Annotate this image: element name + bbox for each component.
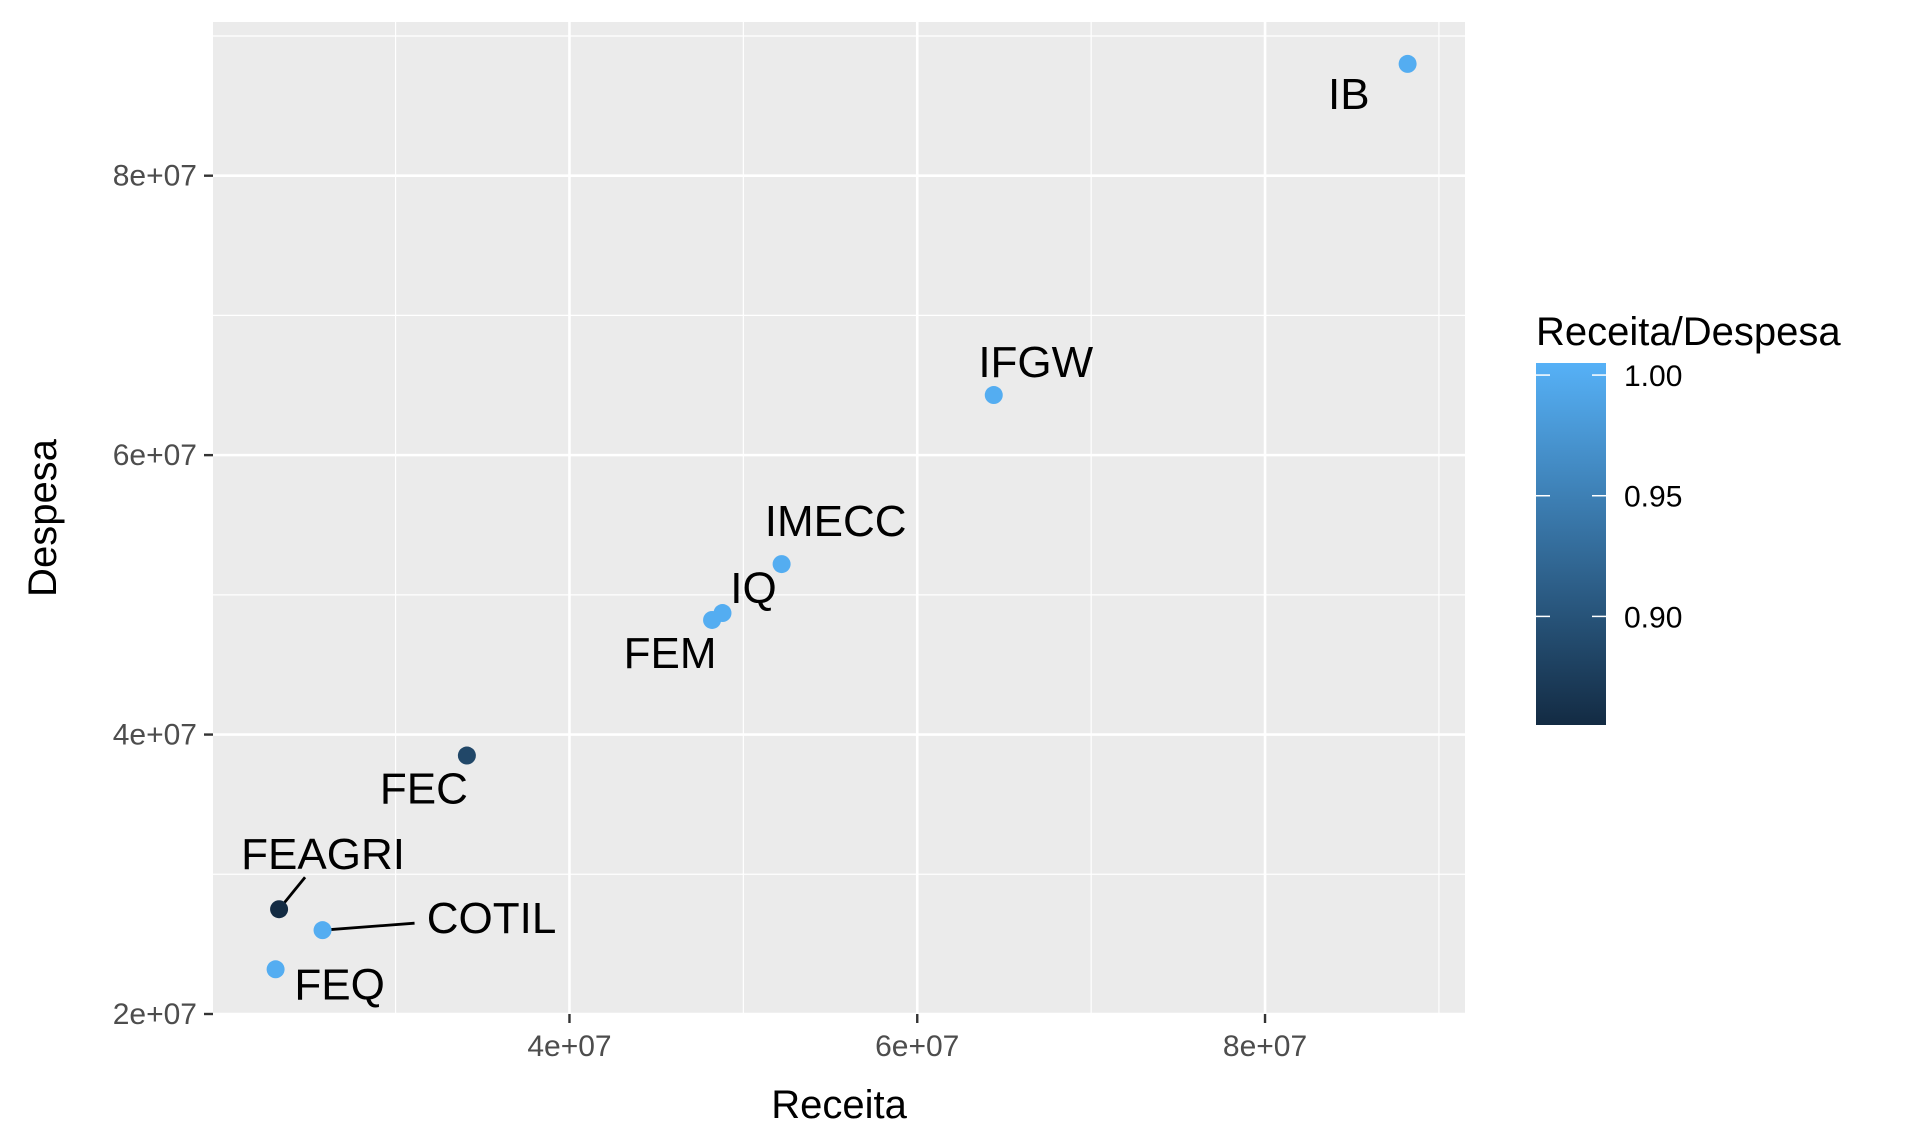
point-feq xyxy=(266,960,285,979)
point-cotil xyxy=(313,921,332,940)
grid-lines xyxy=(213,22,1465,1016)
point-label-feq: FEQ xyxy=(294,960,384,1009)
point-label-iq: IQ xyxy=(730,564,776,613)
legend-ticks: 0.90 0.95 1.00 xyxy=(1536,360,1682,634)
point-label-fem: FEM xyxy=(624,629,717,678)
leader-line-cotil xyxy=(322,921,415,932)
x-tick-label: 6e+07 xyxy=(875,1030,959,1063)
legend-title: Receita/Despesa xyxy=(1536,310,1841,354)
color-legend: Receita/Despesa 0.90 0.95 1.00 xyxy=(1536,310,1841,725)
point-label-feagri: FEAGRI xyxy=(241,830,405,879)
axes: 4e+07 6e+07 8e+07 2e+07 4e+07 6e+07 8e+07 xyxy=(113,160,1307,1063)
x-tick-label: 4e+07 xyxy=(527,1030,611,1063)
legend-tick-label: 0.90 xyxy=(1624,601,1682,634)
legend-colorbar xyxy=(1536,363,1606,725)
y-tick-label: 8e+07 xyxy=(113,160,197,193)
data-points xyxy=(266,54,1417,979)
legend-tick-label: 0.95 xyxy=(1624,481,1682,514)
point-label-ib: IB xyxy=(1328,70,1370,119)
point-labels: IB IFGW IMECC IQ FEM FEC FEAGRI COTIL FEQ xyxy=(241,70,1369,1009)
point-ib xyxy=(1398,54,1417,73)
legend-tick-label: 1.00 xyxy=(1624,360,1682,393)
point-ifgw xyxy=(984,386,1003,405)
x-axis-title: Receita xyxy=(771,1083,907,1127)
plot-panel xyxy=(213,22,1465,1014)
point-fem xyxy=(703,610,722,629)
y-tick-label: 6e+07 xyxy=(113,439,197,472)
y-axis-title: Despesa xyxy=(21,438,65,597)
point-label-fec: FEC xyxy=(380,765,468,814)
y-tick-label: 2e+07 xyxy=(113,998,197,1031)
point-label-imecc: IMECC xyxy=(765,497,907,546)
point-label-ifgw: IFGW xyxy=(978,338,1093,387)
point-feagri xyxy=(270,900,289,919)
point-label-cotil: COTIL xyxy=(427,894,557,943)
point-imecc xyxy=(772,555,791,574)
y-tick-label: 4e+07 xyxy=(113,719,197,752)
point-fec xyxy=(457,746,476,765)
x-tick-label: 8e+07 xyxy=(1223,1030,1307,1063)
